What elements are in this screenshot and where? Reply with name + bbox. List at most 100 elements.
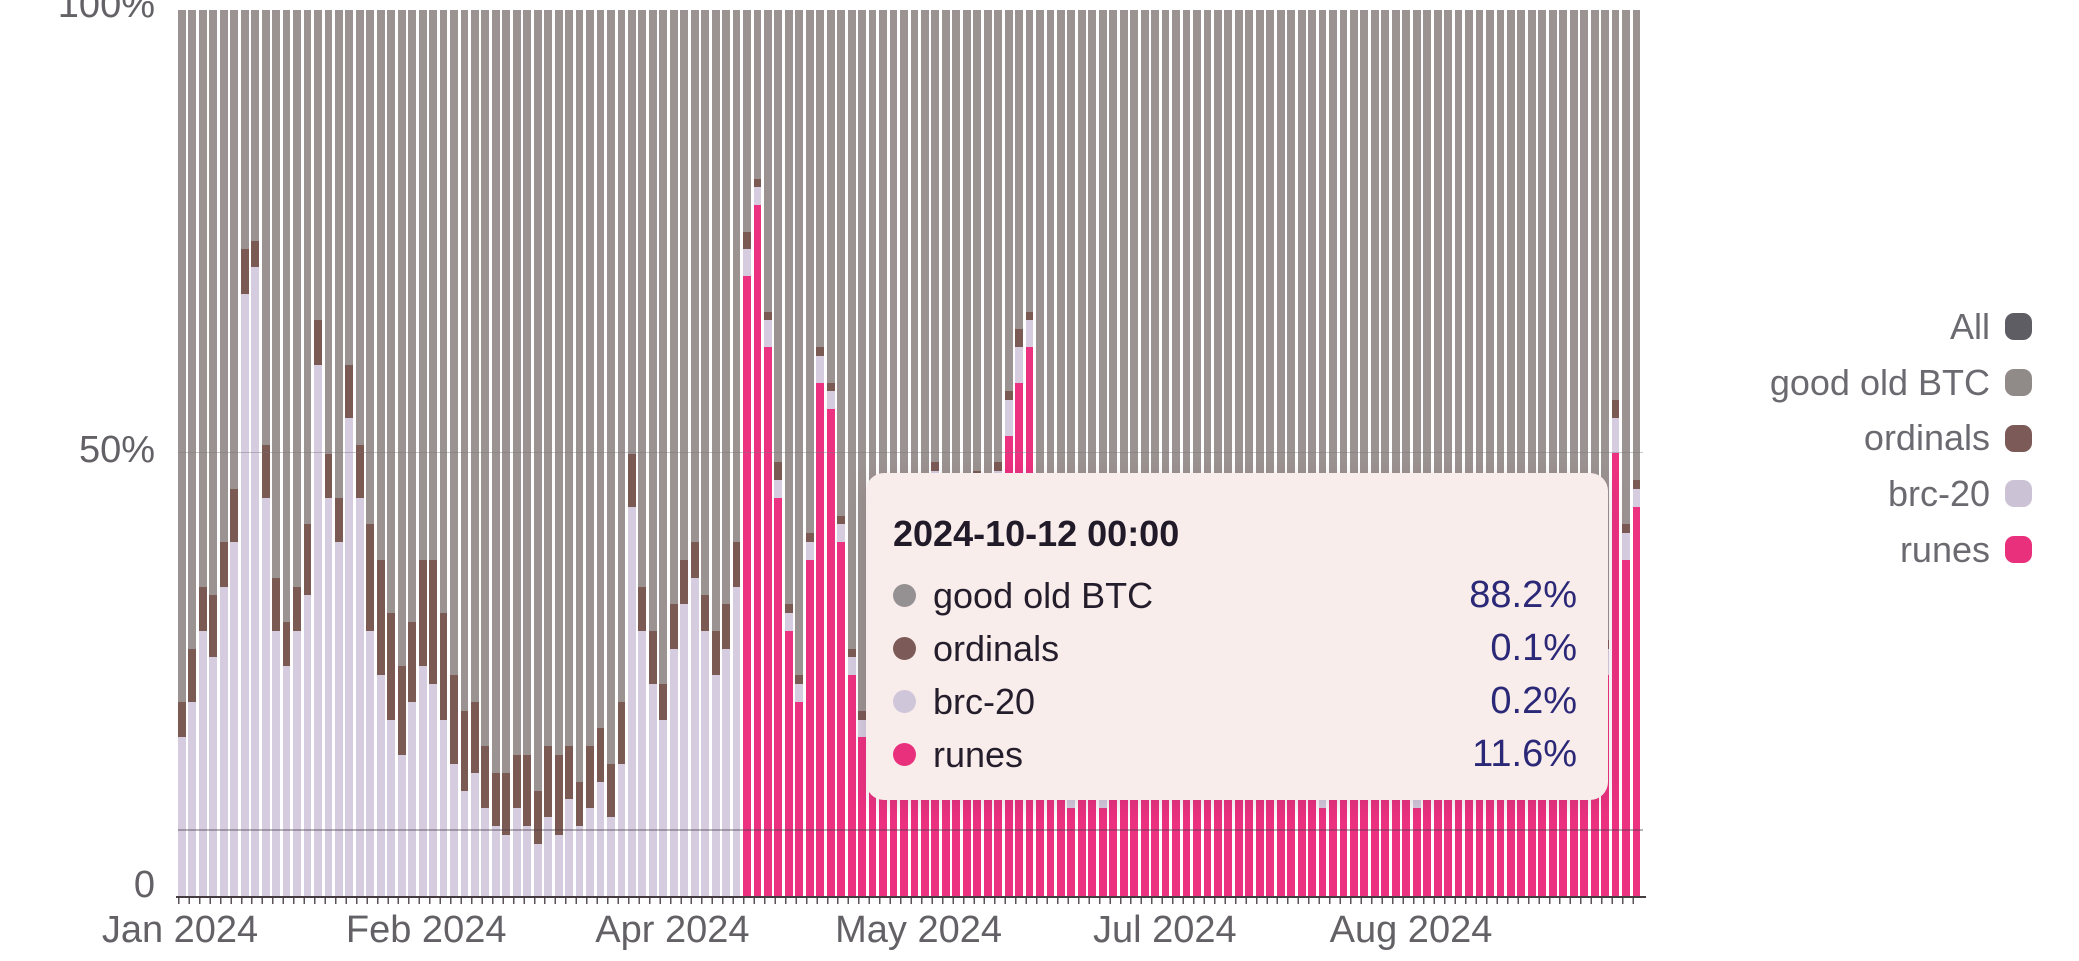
legend-item-brc-20[interactable]: brc-20 — [1770, 466, 2032, 522]
bar[interactable] — [648, 10, 657, 897]
bar[interactable] — [376, 10, 385, 897]
bar[interactable] — [565, 10, 574, 897]
bar-segment-btc — [795, 10, 804, 676]
tooltip-row-brc-20: brc-20 0.2% — [893, 675, 1577, 728]
bar[interactable] — [533, 10, 542, 897]
bar[interactable] — [659, 10, 668, 897]
bar[interactable] — [711, 10, 720, 897]
bar[interactable] — [816, 10, 825, 897]
bar[interactable] — [272, 10, 281, 897]
bar[interactable] — [439, 10, 448, 897]
y-axis-label-100: 100% — [57, 0, 155, 26]
bar[interactable] — [1611, 10, 1620, 897]
legend-item-all[interactable]: All — [1770, 299, 2032, 355]
bar-segment-brc20 — [334, 542, 343, 897]
bar[interactable] — [178, 10, 186, 897]
bar[interactable] — [397, 10, 406, 897]
bar[interactable] — [240, 10, 249, 897]
bar[interactable] — [366, 10, 375, 897]
bar[interactable] — [764, 10, 772, 897]
bar[interactable] — [847, 10, 856, 897]
legend-item-good-old-btc[interactable]: good old BTC — [1770, 355, 2032, 411]
bar-segment-runes — [858, 737, 867, 897]
bar[interactable] — [795, 10, 804, 897]
bar-segment-ordinals — [188, 648, 197, 702]
bar[interactable] — [303, 10, 312, 897]
bar[interactable] — [512, 10, 521, 897]
bar-segment-ordinals — [1004, 391, 1013, 401]
bar-segment-runes — [1151, 719, 1160, 897]
bar[interactable] — [188, 10, 197, 897]
x-axis-label: Jul 2024 — [1092, 909, 1237, 951]
bar-segment-brc20 — [826, 391, 835, 410]
bar[interactable] — [355, 10, 364, 897]
bar[interactable] — [617, 10, 626, 897]
bar-segment-btc — [900, 10, 908, 711]
bar[interactable] — [680, 10, 689, 897]
bar[interactable] — [314, 10, 322, 897]
bar[interactable] — [324, 10, 333, 897]
bar[interactable] — [334, 10, 343, 897]
bar[interactable] — [450, 10, 458, 897]
bar[interactable] — [690, 10, 699, 897]
bar[interactable] — [491, 10, 500, 897]
bar[interactable] — [261, 10, 270, 897]
bar[interactable] — [408, 10, 417, 897]
bar[interactable] — [554, 10, 563, 897]
bar[interactable] — [837, 10, 846, 897]
bar[interactable] — [753, 10, 762, 897]
bar[interactable] — [575, 10, 584, 897]
bar-segment-runes — [1213, 719, 1222, 897]
bar-segment-btc — [952, 10, 961, 605]
bar[interactable] — [722, 10, 730, 897]
bar-segment-runes — [1308, 781, 1316, 897]
bar[interactable] — [418, 10, 427, 897]
bar[interactable] — [701, 10, 710, 897]
bar[interactable] — [743, 10, 751, 897]
bar-segment-runes — [1172, 799, 1180, 897]
bar[interactable] — [219, 10, 228, 897]
bar[interactable] — [805, 10, 814, 897]
bar[interactable] — [198, 10, 207, 897]
bar[interactable] — [1622, 10, 1630, 897]
bar[interactable] — [858, 10, 867, 897]
bar[interactable] — [544, 10, 553, 897]
bar-segment-btc — [1287, 10, 1296, 720]
bar-segment-ordinals — [617, 701, 626, 764]
bar[interactable] — [481, 10, 490, 897]
bar[interactable] — [732, 10, 741, 897]
bar[interactable] — [826, 10, 835, 897]
bar[interactable] — [282, 10, 291, 897]
bar[interactable] — [293, 10, 301, 897]
bar[interactable] — [774, 10, 783, 897]
bar[interactable] — [627, 10, 636, 897]
bar[interactable] — [596, 10, 605, 897]
bar[interactable] — [502, 10, 511, 897]
legend-item-ordinals[interactable]: ordinals — [1770, 410, 2032, 466]
bar-segment-brc20 — [565, 799, 574, 897]
bar[interactable] — [471, 10, 479, 897]
bar[interactable] — [669, 10, 678, 897]
bar-segment-brc20 — [355, 497, 364, 897]
bar-segment-btc — [879, 10, 887, 738]
bar[interactable] — [209, 10, 218, 897]
bar[interactable] — [345, 10, 354, 897]
bar[interactable] — [387, 10, 396, 897]
bar[interactable] — [586, 10, 594, 897]
bar-segment-btc — [481, 10, 490, 747]
bar-segment-btc — [1580, 10, 1589, 720]
bar-segment-btc — [324, 10, 333, 454]
tooltip-row-runes: runes 11.6% — [893, 728, 1577, 781]
bar[interactable] — [251, 10, 260, 897]
bar[interactable] — [784, 10, 793, 897]
bar[interactable] — [460, 10, 469, 897]
bar[interactable] — [607, 10, 615, 897]
bar[interactable] — [638, 10, 647, 897]
bar-segment-brc20 — [1025, 320, 1034, 348]
bar[interactable] — [230, 10, 239, 897]
bar[interactable] — [523, 10, 532, 897]
bar-segment-ordinals — [481, 746, 490, 809]
bar[interactable] — [1632, 10, 1641, 897]
legend-item-runes[interactable]: runes — [1770, 522, 2032, 578]
bar[interactable] — [429, 10, 437, 897]
